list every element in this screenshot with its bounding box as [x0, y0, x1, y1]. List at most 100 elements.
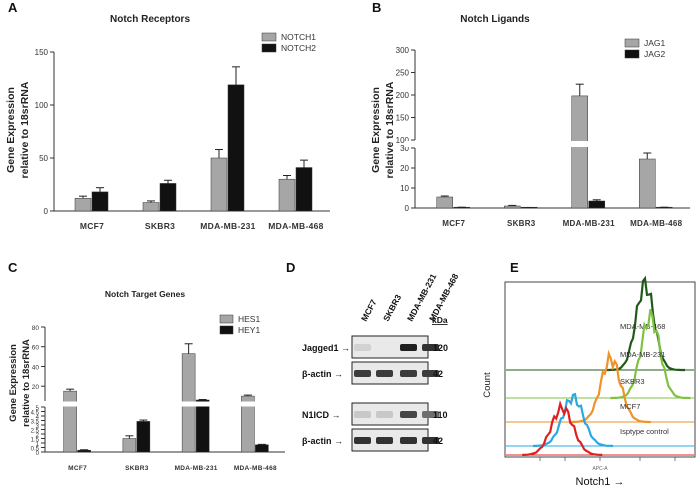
- y-tick-label: 3: [36, 424, 40, 430]
- legend-label-hes1: HES1: [238, 314, 260, 324]
- y-tick-label: 40: [32, 364, 40, 371]
- bar-notch2-mcf7: [91, 191, 109, 212]
- panel-c-ylabel: Gene Expression relative to 18srRNA: [8, 339, 32, 427]
- bar-jag1-mda-mb-231: [571, 95, 588, 209]
- panel-a-ylabel: Gene Expression relative to 18srRNA: [5, 81, 31, 178]
- blot-band: [422, 411, 439, 418]
- category-label: MCF7: [68, 465, 87, 472]
- blot-row-label: β-actin →: [302, 436, 343, 446]
- axis-break-gap: [38, 401, 288, 407]
- panel-b-ylabel-line2: relative to 18srRNA: [384, 81, 396, 178]
- bar-notch1-mcf7: [74, 198, 92, 212]
- flow-curve-mcf7: [532, 392, 614, 448]
- y-tick-label: 20: [400, 164, 409, 173]
- category-label: MDA-MB-231: [563, 219, 616, 228]
- category-label: MDA-MB-468: [268, 221, 323, 231]
- y-tick-label: 0: [44, 207, 49, 216]
- panel-a: A Notch Receptors Gene Expression relati…: [5, 0, 330, 231]
- legend-label-notch2: NOTCH2: [281, 43, 316, 53]
- panel-c-ylabel-line2: relative to 18srRNA: [21, 339, 32, 427]
- panel-c-title: Notch Target Genes: [105, 289, 185, 299]
- y-tick-label: 80: [32, 325, 40, 332]
- y-tick-label: 300: [396, 46, 410, 55]
- bar-notch1-mda-mb-231: [210, 157, 228, 212]
- flow-x-ticks: [539, 457, 676, 461]
- panel-a-title: Notch Receptors: [110, 14, 190, 25]
- blot-band: [354, 411, 371, 418]
- blot-band: [376, 370, 393, 377]
- flow-label-skbr3: SKBR3: [620, 377, 645, 386]
- category-label: MDA-MB-231: [175, 465, 218, 472]
- y-tick-label: 50: [39, 154, 48, 163]
- legend-label-jag1: JAG1: [644, 38, 666, 48]
- panel-c: C Notch Target Genes Gene Expression rel…: [8, 260, 288, 472]
- panel-a-yticks: 0 50 100 150: [35, 48, 54, 216]
- y-tick-label: 5: [36, 406, 40, 412]
- y-tick-label: 1: [36, 442, 40, 448]
- category-label: MDA-MB-468: [630, 219, 683, 228]
- legend-swatch-notch1: [261, 32, 277, 42]
- y-tick-label: 0: [36, 451, 40, 457]
- blot-band: [354, 437, 371, 444]
- flow-xlabel: Notch1 →: [576, 476, 625, 488]
- blot-band: [400, 344, 417, 351]
- legend-swatch-hes1: [219, 314, 234, 324]
- legend-swatch-jag2: [624, 49, 640, 59]
- bar-notch2-mda-mb-231: [227, 84, 245, 212]
- y-tick-label: 3.5: [31, 420, 40, 426]
- panel-c-bars: [38, 343, 288, 453]
- legend-swatch-hey1: [219, 325, 234, 335]
- panel-b-ylabel-line1: Gene Expression: [370, 87, 382, 173]
- bar-hey1-mda-mb-468: [255, 444, 269, 453]
- blot-band: [400, 437, 417, 444]
- panel-b-categories: MCF7 SKBR3 MDA-MB-231 MDA-MB-468: [442, 219, 682, 228]
- bar-notch2-mda-mb-468: [295, 167, 313, 212]
- y-tick-label: 200: [396, 91, 410, 100]
- flow-curve-isptype-control: [522, 400, 603, 456]
- panel-a-bars: [74, 66, 313, 212]
- bar-hey1-mcf7: [77, 449, 91, 453]
- y-tick-label: 4: [36, 415, 40, 421]
- blot-band: [354, 344, 371, 351]
- bar-hey1-skbr3: [136, 421, 151, 453]
- y-tick-label: 250: [396, 69, 410, 78]
- legend-swatch-notch2: [261, 43, 277, 53]
- panel-b-ylabel: Gene Expression relative to 18srRNA: [370, 81, 396, 178]
- y-tick-label: 0: [405, 204, 410, 213]
- y-tick-label: 20: [32, 384, 40, 391]
- blot-row-label: β-actin →: [302, 369, 343, 379]
- blot-band: [400, 370, 417, 377]
- blot-row-label: Jagged1 →: [302, 343, 350, 353]
- legend-label-jag2: JAG2: [644, 49, 666, 59]
- blot-rows: Jagged1 → 120 β-actin → 42 N1ICD → 110 β-actin…: [302, 335, 448, 452]
- panel-a-categories: MCF7 SKBR3 MDA-MB-231 MDA-MB-468: [80, 221, 324, 231]
- blot-lane-mcf7: MCF7: [359, 298, 379, 323]
- bar-hes1-mcf7: [63, 390, 77, 453]
- flow-label-mda-mb-231: MDA-MB-231: [620, 350, 665, 359]
- category-label: MDA-MB-468: [234, 465, 277, 472]
- y-tick-label: 2.5: [31, 429, 40, 435]
- blot-kda-header: kDa: [432, 315, 448, 325]
- blot-kda-value: 120: [433, 343, 448, 353]
- y-tick-label: 30: [400, 144, 409, 153]
- legend-swatch-jag1: [624, 38, 640, 48]
- panel-b: B Notch Ligands Gene Expression relative…: [370, 0, 695, 228]
- category-label: MDA-MB-231: [200, 221, 255, 231]
- panel-letter-e: E: [510, 260, 519, 275]
- y-tick-label: 100: [396, 136, 410, 145]
- blot-band: [354, 370, 371, 377]
- category-label: MCF7: [80, 221, 104, 231]
- blot-lane-skbr3: SKBR3: [381, 293, 403, 323]
- bar-jag1-mcf7: [436, 196, 453, 209]
- bar-notch1-mda-mb-468: [278, 178, 296, 212]
- y-tick-label: 1.5: [31, 438, 40, 444]
- y-tick-label: 10: [400, 184, 409, 193]
- bar-hey1-mda-mb-231: [195, 399, 210, 453]
- panel-a-ylabel-line2: relative to 18srRNA: [19, 81, 31, 178]
